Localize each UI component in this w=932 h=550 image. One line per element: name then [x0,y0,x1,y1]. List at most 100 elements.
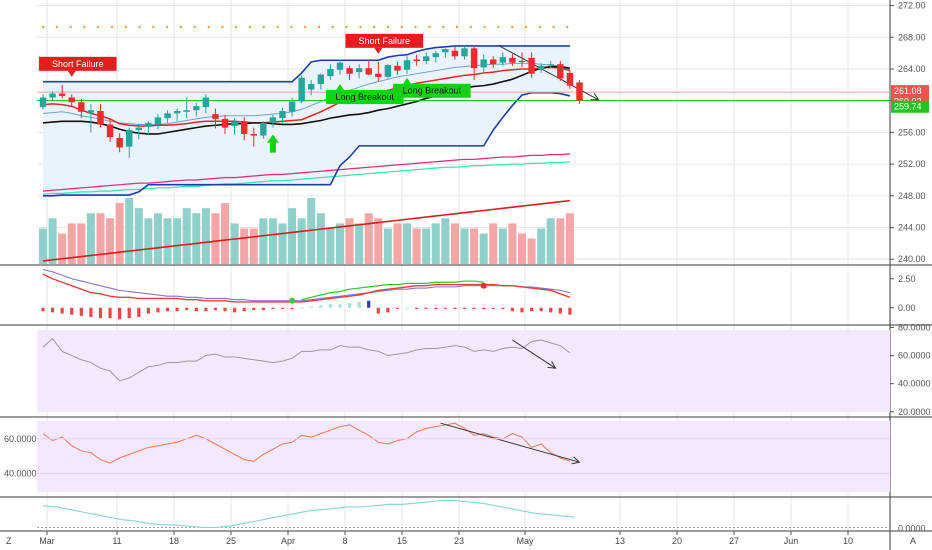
osc2-trendline [440,422,580,463]
dotted-level-marker [110,25,114,29]
dotted-level-marker [248,25,252,29]
candle-body [135,127,142,131]
macd-histogram-bar [60,307,64,314]
macd-histogram-bar [185,307,189,311]
macd-panel: 2.50 0.00 [41,268,916,320]
dotted-level-marker [221,25,224,29]
macd-histogram-bar [568,307,572,315]
volume-bar [211,213,220,264]
dotted-level-marker [124,25,127,29]
volume-bar [489,223,498,264]
macd-histogram-bar [520,307,524,313]
dotted-level-marker [166,25,169,29]
long-breakout-text: Long Breakout [403,86,462,96]
volume-bar [316,213,325,264]
short-failure-label [38,56,117,71]
macd-histogram-bar [309,306,313,308]
dotted-level-marker [235,25,238,29]
osc2-left-tick-label: 60.0000 [4,434,37,444]
macd-histogram-bar [558,307,562,314]
dotted-level-marker [538,25,541,29]
dotted-level-marker [331,25,334,29]
macd-red-line [42,273,571,303]
osc1-tick-label: 40.0000 [898,379,931,389]
price-tick-label: 252.00 [898,159,926,169]
date-label: 13 [615,536,625,546]
volume-bar [134,208,143,264]
volume-bar [518,233,526,264]
macd-histogram-bar [280,307,285,309]
date-label: 11 [112,536,121,546]
candle-body [68,97,75,103]
date-label: Apr [281,536,295,546]
volume-bar [192,213,201,264]
price-tick-label: 240.00 [898,254,926,264]
osc2-left-tick-label: 40.0000 [4,468,37,478]
candle-body [106,124,114,138]
short-failure-label [345,33,424,48]
dotted-level-marker [290,25,293,29]
candle-body [566,72,574,86]
volume-bar [259,218,268,264]
ma-magenta-line [42,153,570,192]
macd-histogram-bar [79,307,83,316]
volume-bar [556,218,565,264]
macd-histogram-bar [261,307,265,311]
ma-mint-line [42,161,570,195]
macd-histogram-bar [529,307,534,312]
channel-upper-line [43,45,570,83]
macd-histogram-bar [165,307,170,312]
osc3-line [42,499,576,529]
candle-body [308,84,315,90]
short-failure-arrow [67,70,76,77]
price-tag [891,100,929,113]
volume-bar [422,228,431,264]
candle-body [183,110,190,112]
osc2-trendline-head [571,456,581,465]
buy-arrow-marker [266,134,279,153]
price-tick-label: 244.00 [898,223,926,233]
osc1-tick-label: 60.0000 [898,351,931,361]
macd-histogram-bar [510,307,515,312]
volume-bar [268,218,277,264]
dotted-level-marker [497,25,500,29]
volume-bar [144,218,153,264]
dotted-level-marker [414,25,417,29]
volume-bar [393,223,402,264]
candle-body [327,68,334,77]
dotted-level-marker [442,25,445,29]
macd-histogram-bar [118,307,122,320]
candle-body [528,57,535,74]
candle-body [78,102,85,112]
volume-ma-line [42,199,570,262]
price-axis: 272.00268.00264.00260.00256.00252.00248.… [890,1,929,264]
macd-histogram-bar [156,307,160,313]
long-breakout-label [393,83,471,98]
macd-histogram-bar [271,307,275,309]
volume-bar [431,223,440,264]
dotted-level-marker [469,25,472,29]
dotted-level-marker [483,25,486,29]
macd-histogram-bar [482,307,486,309]
candle-body [49,93,56,98]
price-tick-label: 272.00 [898,1,926,11]
candle-body [164,113,171,119]
oscillator-panel-3: 0.0000 [37,499,926,533]
macd-tick-label: 2.50 [898,274,916,284]
macd-histogram-bar [338,304,342,308]
osc1-background [37,330,890,412]
candle-body [499,57,507,63]
macd-histogram-bar [175,307,179,312]
volume-bar [345,218,354,264]
candle-body [480,59,487,68]
candle-body [576,82,583,101]
zoom-button[interactable]: Z [6,536,12,546]
macd-histogram-bar [549,307,553,313]
auto-scale-button[interactable]: A [910,536,916,546]
macd-histogram-bar [424,307,428,309]
volume-bar [450,223,459,264]
date-label: 8 [342,536,347,546]
candle-body [461,48,468,57]
